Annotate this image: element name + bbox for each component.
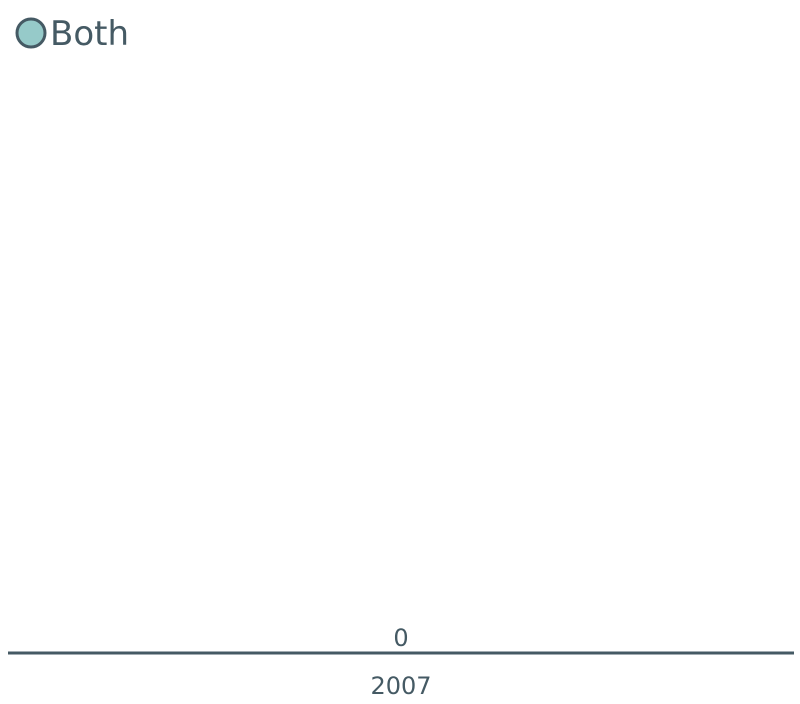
legend: Both xyxy=(15,14,129,54)
x-tick-labels: 2007 xyxy=(370,672,431,700)
x-tick-label-2007: 2007 xyxy=(370,672,431,700)
data-label-2007: 0 xyxy=(393,624,408,652)
legend-label-both: Both xyxy=(50,14,129,54)
legend-marker-both xyxy=(15,17,47,49)
data-labels-layer: 0 xyxy=(393,624,408,652)
